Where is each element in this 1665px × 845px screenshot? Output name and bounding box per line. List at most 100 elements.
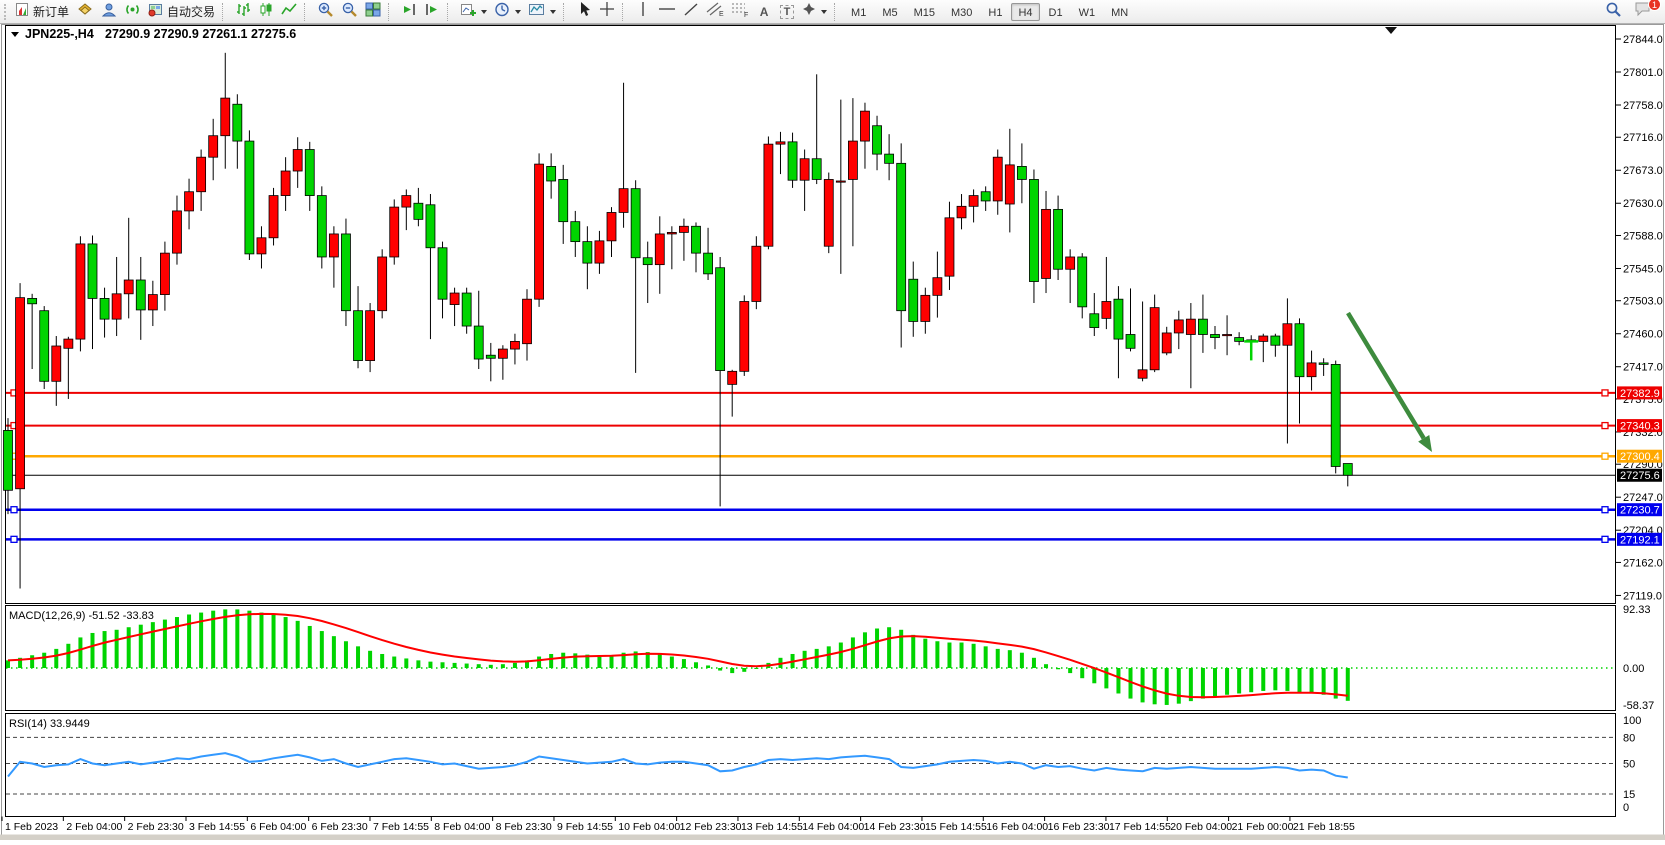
- svg-text:27588.0: 27588.0: [1623, 230, 1663, 242]
- svg-text:15: 15: [1623, 789, 1635, 801]
- svg-text:27673.0: 27673.0: [1623, 165, 1663, 177]
- toolbar-separator: [388, 2, 394, 21]
- auto-scroll-button[interactable]: [421, 2, 443, 22]
- svg-text:50: 50: [1623, 759, 1635, 771]
- svg-text:E: E: [719, 11, 724, 17]
- svg-text:16 Feb 23:30: 16 Feb 23:30: [1048, 821, 1110, 833]
- rsi-panel[interactable]: RSI(14) 33.9449 100 80 50 150: [6, 715, 1641, 814]
- svg-text:27844.0: 27844.0: [1623, 34, 1663, 46]
- trendline-button[interactable]: [680, 2, 702, 22]
- shift-marker[interactable]: [1385, 27, 1397, 34]
- svg-text:13 Feb 14:55: 13 Feb 14:55: [741, 821, 803, 833]
- timeframe-w1[interactable]: W1: [1078, 6, 1096, 19]
- cursor-icon: [577, 1, 591, 22]
- timeframe-group: M1 M5 M15 M30 H1 H4 D1 W1 MN: [844, 2, 1135, 21]
- horizontal-lines[interactable]: [6, 389, 1615, 543]
- svg-text:27119.0: 27119.0: [1623, 590, 1662, 602]
- svg-text:F: F: [744, 12, 748, 17]
- timeframe-h4[interactable]: H4: [1011, 2, 1040, 21]
- chevron-down-icon: [481, 9, 488, 14]
- zoom-out-icon: [341, 1, 358, 22]
- trend-arrow[interactable]: [1346, 311, 1432, 452]
- fibonacci-button[interactable]: F: [728, 2, 752, 22]
- svg-text:RSI(14) 33.9449: RSI(14) 33.9449: [9, 718, 90, 730]
- template-button[interactable]: [525, 2, 559, 22]
- chart-shift-button[interactable]: [398, 2, 420, 22]
- profile-button[interactable]: [98, 2, 120, 22]
- signals-button[interactable]: [121, 2, 144, 22]
- toolbar-separator: [222, 2, 228, 21]
- price-axis[interactable]: 27844.0 27801.0 27758.0 27716.0 27673.0 27630…: [1616, 34, 1663, 602]
- new-order-button[interactable]: 新订单: [12, 2, 72, 22]
- time-axis[interactable]: 1 Feb 2023 2 Feb 04:00 2 Feb 23:30 3 Feb 14…: [1, 816, 1355, 834]
- timeframe-mn[interactable]: MN: [1111, 6, 1129, 19]
- svg-text:27716.0: 27716.0: [1623, 132, 1663, 144]
- auto-scroll-icon: [424, 2, 440, 22]
- svg-text:17 Feb 14:55: 17 Feb 14:55: [1109, 821, 1171, 833]
- new-chart-button[interactable]: [457, 2, 490, 22]
- horizontal-line-button[interactable]: [655, 2, 679, 22]
- trendline-icon: [683, 2, 699, 22]
- candles-layer: [3, 52, 1353, 589]
- svg-text:27382.9: 27382.9: [1620, 388, 1660, 400]
- chart-window[interactable]: 27844.0 27801.0 27758.0 27716.0 27673.0 27630…: [0, 24, 1665, 840]
- search-button[interactable]: [1602, 2, 1625, 22]
- macd-panel[interactable]: MACD(12,26,9) -51.52 -33.83 92.33 0.00 -58.…: [6, 604, 1654, 712]
- svg-text:6 Feb 23:30: 6 Feb 23:30: [312, 821, 368, 833]
- svg-text:-58.37: -58.37: [1623, 700, 1654, 712]
- toolbar-separator: [834, 2, 840, 21]
- quotes-button[interactable]: [73, 2, 97, 22]
- vertical-line-button[interactable]: [632, 2, 654, 22]
- toolbar-grip[interactable]: [4, 3, 8, 20]
- timeframe-m30[interactable]: M30: [951, 6, 973, 19]
- search-icon: [1605, 1, 1622, 22]
- periods-button[interactable]: [491, 2, 524, 22]
- chart-shift-icon: [401, 2, 417, 22]
- svg-text:6 Feb 04:00: 6 Feb 04:00: [250, 821, 306, 833]
- fibonacci-icon: F: [731, 1, 749, 22]
- channel-button[interactable]: E: [703, 2, 727, 22]
- autotrading-button[interactable]: 自动交易: [145, 2, 218, 22]
- zoom-out-button[interactable]: [338, 2, 361, 22]
- svg-text:2 Feb 04:00: 2 Feb 04:00: [66, 821, 122, 833]
- text-button[interactable]: A: [753, 2, 775, 22]
- crosshair-button[interactable]: [596, 2, 618, 22]
- timeframe-h1[interactable]: H1: [988, 6, 1003, 19]
- timeframe-m5[interactable]: M5: [882, 6, 898, 19]
- shapes-button[interactable]: [799, 2, 830, 22]
- price-label-boxes: 27382.9 27340.3 27300.4 27275.6 27230.7 27192…: [1617, 386, 1662, 546]
- bar-chart-icon: [235, 2, 251, 22]
- svg-text:27162.0: 27162.0: [1623, 557, 1663, 569]
- toolbar-separator: [447, 2, 453, 21]
- candle-chart-button[interactable]: [255, 2, 277, 22]
- svg-text:27230.7: 27230.7: [1620, 505, 1660, 517]
- svg-text:8 Feb 04:00: 8 Feb 04:00: [434, 821, 490, 833]
- svg-text:12 Feb 23:30: 12 Feb 23:30: [680, 821, 742, 833]
- svg-text:27275.6: 27275.6: [1620, 470, 1660, 482]
- tile-windows-icon: [365, 2, 381, 22]
- zoom-in-button[interactable]: [314, 2, 337, 22]
- line-chart-button[interactable]: [278, 2, 300, 22]
- bar-chart-button[interactable]: [232, 2, 254, 22]
- svg-text:27192.1: 27192.1: [1620, 534, 1660, 546]
- svg-text:0: 0: [1623, 802, 1629, 814]
- timeframe-m1[interactable]: M1: [851, 6, 867, 19]
- price-chart[interactable]: 27844.0 27801.0 27758.0 27716.0 27673.0 27630…: [0, 24, 1665, 840]
- template-icon: [528, 2, 545, 22]
- tile-windows-button[interactable]: [362, 2, 384, 22]
- svg-text:27417.0: 27417.0: [1623, 362, 1663, 374]
- svg-text:27340.3: 27340.3: [1620, 421, 1660, 433]
- signals-icon: [124, 2, 141, 22]
- t-marker[interactable]: [1244, 340, 1259, 361]
- svg-text:27545.0: 27545.0: [1623, 263, 1663, 275]
- crosshair-icon: [599, 1, 615, 22]
- svg-text:7 Feb 14:55: 7 Feb 14:55: [373, 821, 429, 833]
- label-button[interactable]: T: [776, 2, 798, 22]
- candle-chart-icon: [258, 2, 274, 22]
- cursor-button[interactable]: [573, 2, 595, 22]
- notifications-button[interactable]: 1: [1631, 0, 1661, 22]
- notification-badge: 1: [1648, 0, 1661, 11]
- timeframe-d1[interactable]: D1: [1048, 6, 1063, 19]
- svg-text:1 Feb 2023: 1 Feb 2023: [5, 821, 58, 833]
- timeframe-m15[interactable]: M15: [913, 6, 935, 19]
